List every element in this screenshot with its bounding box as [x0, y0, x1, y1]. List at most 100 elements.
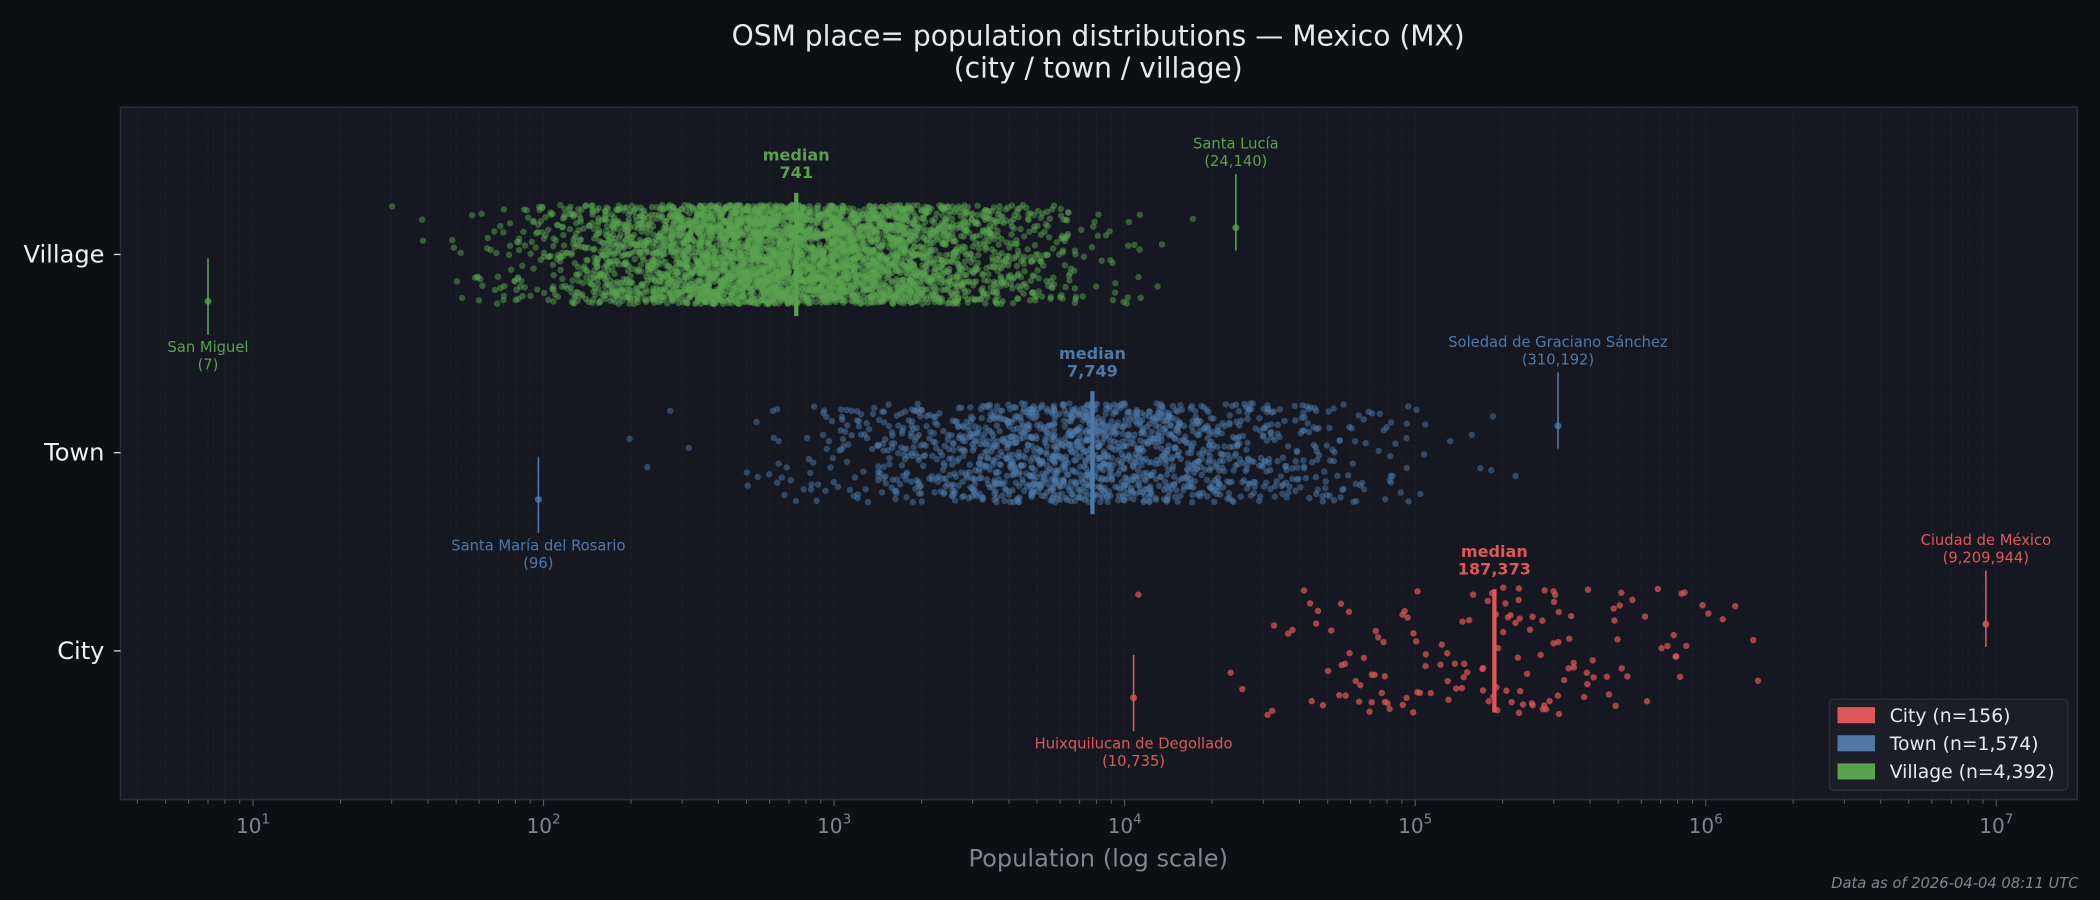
data-point-village: [673, 245, 681, 252]
data-point-village: [515, 246, 523, 254]
data-point-village: [642, 298, 650, 305]
data-point-village: [515, 238, 523, 246]
data-point-town: [792, 497, 800, 505]
data-point-village: [617, 231, 624, 238]
data-point-village: [845, 205, 853, 212]
data-point-village: [1030, 272, 1038, 280]
data-point-village: [891, 293, 898, 300]
data-point-town: [1244, 439, 1251, 446]
data-point-town: [1417, 490, 1424, 498]
data-point-town: [1322, 478, 1329, 485]
data-point-village: [603, 222, 611, 230]
data-point-village: [602, 291, 609, 299]
data-point-village: [919, 234, 927, 242]
data-point-village: [507, 266, 515, 273]
data-point-village: [582, 274, 590, 281]
data-point-village: [1011, 241, 1019, 248]
data-point-village: [532, 244, 539, 251]
data-point-village: [388, 203, 396, 210]
data-point-village: [847, 237, 854, 245]
data-point-village: [619, 297, 626, 305]
data-point-village: [737, 263, 744, 270]
data-point-village: [623, 231, 631, 238]
data-point-village: [855, 208, 863, 215]
data-point-village: [930, 260, 937, 267]
data-point-village: [693, 258, 700, 265]
data-point-village: [1066, 277, 1073, 284]
data-point-village: [996, 203, 1003, 210]
data-point-village: [739, 255, 746, 263]
data-point-village: [474, 273, 481, 280]
data-point-village: [754, 270, 762, 277]
data-point-village: [962, 244, 969, 251]
data-point-village: [866, 219, 873, 226]
data-point-village: [814, 202, 822, 209]
data-point-village: [757, 203, 765, 211]
data-point-village: [941, 269, 948, 276]
data-point-village: [925, 204, 933, 211]
data-point-village: [805, 286, 813, 294]
data-point-village: [1059, 295, 1066, 302]
data-point-village: [721, 289, 729, 296]
data-point-village: [1059, 247, 1067, 254]
data-point-town: [1027, 457, 1035, 465]
data-point-village: [569, 277, 576, 284]
data-point-village: [1098, 257, 1105, 264]
data-point-village: [737, 229, 744, 236]
data-point-village: [1055, 251, 1063, 258]
data-point-village: [975, 245, 983, 252]
data-point-village: [885, 225, 893, 232]
data-point-village: [829, 255, 836, 263]
data-point-village: [553, 221, 561, 229]
data-point-village: [760, 266, 767, 273]
data-point-town: [1293, 447, 1301, 455]
data-point-village: [997, 218, 1005, 225]
data-point-village: [637, 241, 644, 249]
data-point-village: [542, 214, 549, 221]
data-point-town: [1155, 482, 1163, 490]
data-point-village: [648, 217, 656, 224]
data-point-village: [694, 205, 701, 212]
data-point-village: [899, 223, 906, 230]
data-point-village: [475, 297, 483, 304]
data-point-village: [668, 288, 675, 296]
data-point-village: [622, 260, 629, 267]
data-point-village: [1028, 289, 1036, 297]
data-point-village: [1107, 256, 1114, 264]
data-point-village: [960, 233, 968, 240]
data-point-village: [840, 239, 847, 247]
data-point-village: [684, 282, 691, 289]
data-point-village: [915, 243, 923, 250]
data-point-town: [819, 431, 827, 439]
data-point-village: [1035, 288, 1043, 295]
data-point-village: [936, 251, 943, 259]
data-point-village: [583, 256, 590, 264]
data-point-village: [700, 205, 707, 213]
data-point-village: [520, 228, 527, 236]
data-point-village: [527, 292, 534, 300]
data-point-village: [962, 226, 970, 233]
data-point-village: [568, 249, 576, 257]
data-point-village: [910, 220, 917, 228]
data-point-village: [999, 297, 1006, 305]
data-point-village: [650, 231, 657, 238]
data-point-village: [814, 208, 822, 216]
data-point-village: [861, 298, 868, 305]
data-point-town: [863, 420, 870, 427]
data-point-village: [591, 245, 598, 253]
data-point-village: [680, 224, 687, 231]
data-point-town: [1239, 478, 1246, 486]
data-point-village: [1021, 267, 1028, 275]
data-point-village: [575, 211, 583, 218]
data-point-village: [721, 266, 728, 274]
data-point-village: [842, 297, 849, 305]
data-point-village: [990, 204, 998, 211]
data-point-village: [1008, 231, 1015, 238]
data-point-town: [1178, 406, 1185, 413]
data-point-village: [852, 274, 859, 281]
data-point-village: [1092, 283, 1100, 290]
data-point-village: [616, 205, 624, 212]
data-point-village: [651, 288, 658, 295]
data-point-village: [840, 285, 847, 292]
data-point-village: [685, 251, 692, 259]
